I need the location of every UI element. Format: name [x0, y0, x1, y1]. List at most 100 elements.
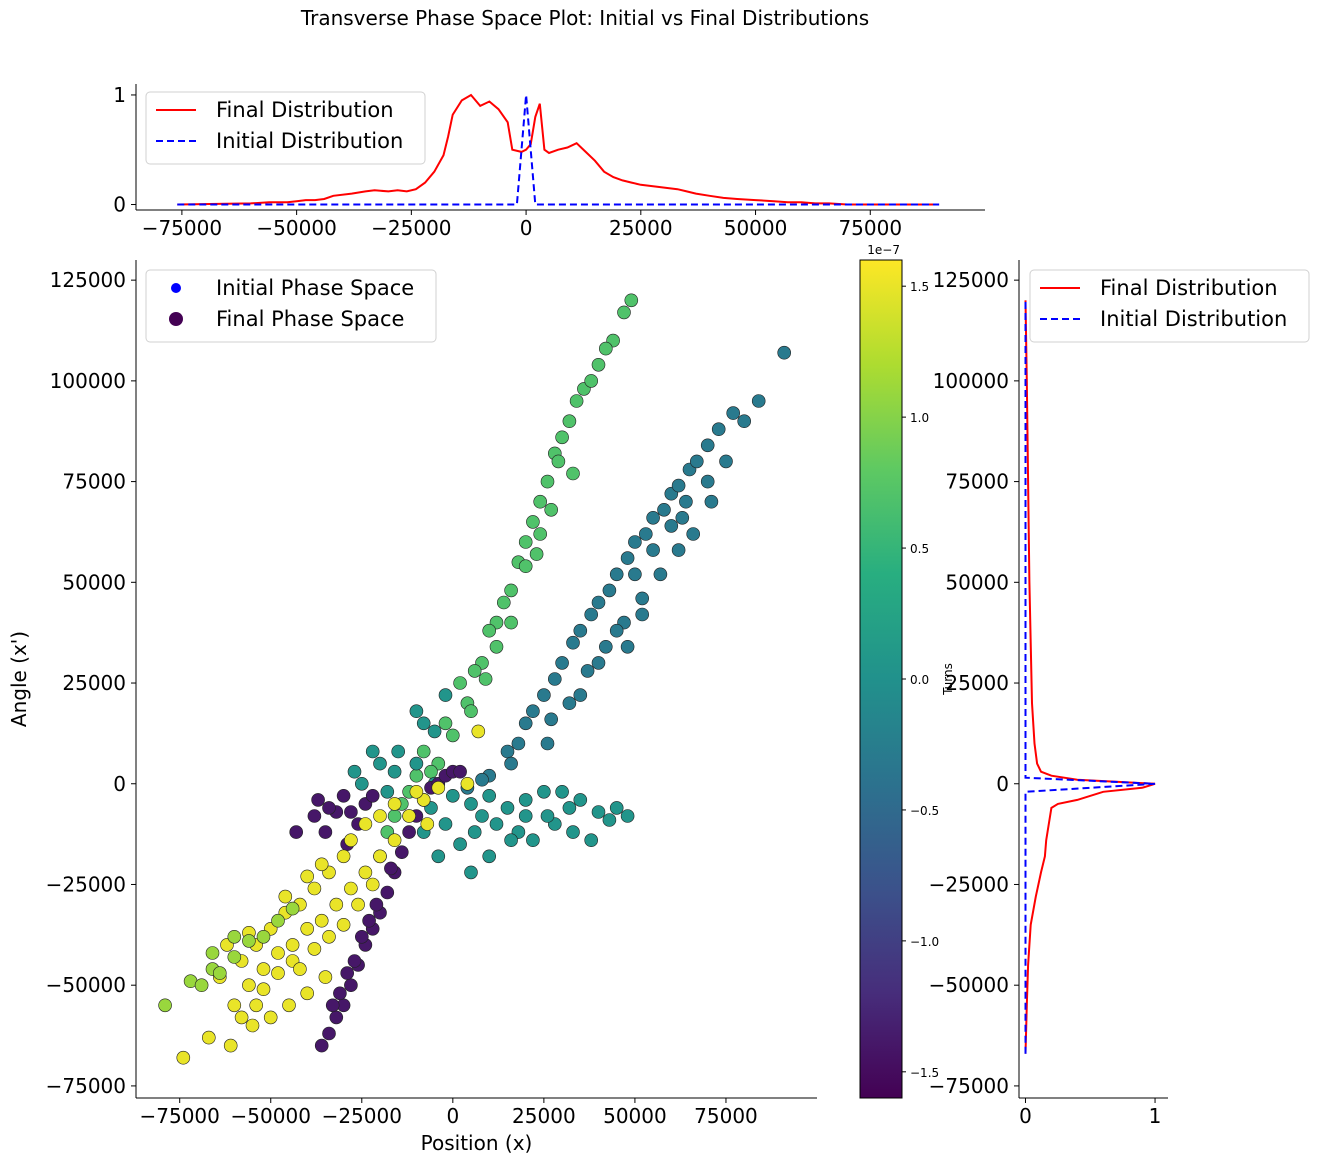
scatter-point	[504, 583, 518, 598]
scatter-point	[609, 801, 624, 815]
top-legend: Final Distribution Initial Distribution	[145, 91, 426, 165]
top-axes: −75000 −50000 −25000 0 25000 50000 75000 0 1	[113, 83, 985, 240]
scatter-point	[562, 414, 577, 429]
scatter-point	[526, 833, 540, 848]
top-x-tick-label: 50000	[724, 216, 788, 240]
scatter-point	[537, 688, 551, 702]
scatter-point	[464, 797, 478, 811]
main-y-tick-label: 50000	[62, 570, 126, 594]
scatter-point	[686, 527, 701, 541]
colorbar-tick-label: −1.0	[910, 935, 939, 949]
scatter-point	[354, 929, 369, 944]
scatter-point	[336, 917, 351, 932]
scatter-point	[533, 527, 548, 541]
scatter-point	[387, 764, 402, 779]
scatter-point	[562, 801, 577, 815]
scatter-point	[464, 704, 478, 719]
scatter-point	[646, 543, 660, 557]
scatter-point	[602, 813, 617, 827]
scatter-point	[689, 454, 704, 469]
scatter-point	[478, 672, 493, 686]
scatter-point	[526, 704, 540, 719]
scatter-point	[431, 780, 446, 795]
scatter-point	[263, 1010, 278, 1025]
scatter-point	[227, 998, 242, 1013]
scatter-point	[347, 954, 362, 968]
main-legend-marker	[171, 283, 181, 293]
main-y-tick-label: 75000	[62, 470, 126, 494]
scatter-point	[242, 978, 256, 993]
scatter-point	[500, 801, 515, 815]
colorbar-axes: −1.5 −1.0 −0.5 0.0 0.5 1.0 1.5 1e−7 Turns	[859, 243, 955, 1099]
scatter-point	[573, 623, 588, 638]
scatter-point	[624, 293, 639, 308]
scatter-point	[445, 728, 460, 743]
scatter-point	[354, 776, 369, 791]
scatter-point	[602, 583, 617, 598]
scatter-point	[271, 913, 285, 928]
scatter-point	[751, 394, 766, 408]
scatter-point	[416, 716, 431, 731]
scatter-point	[369, 897, 384, 912]
scatter-point	[344, 881, 358, 896]
scatter-point	[438, 817, 453, 831]
scatter-point	[555, 656, 569, 670]
scatter-point	[777, 345, 792, 360]
scatter-point	[467, 825, 482, 839]
main-x-tick-label: 50000	[603, 1104, 667, 1128]
top-x-tick-label: −75000	[142, 216, 222, 240]
scatter-point	[704, 494, 719, 509]
scatter-point	[362, 913, 376, 928]
scatter-point	[384, 861, 398, 876]
scatter-point	[223, 1038, 238, 1053]
main-x-axis-label: Position (x)	[421, 1131, 533, 1155]
scatter-point	[318, 825, 333, 839]
scatter-point	[325, 998, 340, 1013]
scatter-point	[573, 793, 588, 807]
scatter-point	[300, 869, 315, 884]
scatter-point	[551, 454, 566, 469]
scatter-point	[336, 788, 351, 803]
scatter-point	[213, 966, 227, 980]
scatter-point	[380, 784, 395, 799]
scatter-point	[307, 942, 322, 956]
scatter-point	[420, 817, 435, 831]
scatter-point	[314, 913, 329, 928]
scatter-point	[351, 897, 365, 912]
scatter-point	[638, 527, 653, 541]
right-axes: 0 1 −75000 −50000 −25000 0 25000 50000 75000 1000…	[929, 260, 1168, 1128]
scatter-point	[445, 788, 460, 803]
scatter-point	[391, 744, 406, 759]
scatter-point	[620, 551, 635, 565]
scatter-point	[657, 502, 671, 517]
scatter-point	[438, 688, 453, 702]
scatter-point	[609, 623, 624, 638]
scatter-points	[158, 293, 792, 1065]
right-x-tick-label: 1	[1149, 1104, 1162, 1128]
scatter-point	[318, 970, 333, 984]
top-legend-label: Final Distribution	[216, 98, 394, 122]
scatter-point	[544, 502, 559, 517]
scatter-point	[289, 825, 304, 839]
scatter-point	[373, 849, 387, 864]
scatter-point	[409, 784, 424, 799]
right-series-final	[1024, 300, 1156, 1054]
scatter-point	[307, 809, 322, 823]
scatter-point	[620, 639, 635, 654]
scatter-point	[344, 833, 358, 848]
scatter-point	[380, 885, 395, 900]
scatter-point	[737, 414, 752, 429]
scatter-point	[598, 341, 613, 356]
scatter-point	[205, 946, 220, 960]
scatter-point	[358, 817, 373, 831]
scatter-point	[256, 929, 271, 944]
top-x-tick-label: −50000	[256, 216, 336, 240]
scatter-point	[347, 764, 362, 779]
scatter-point	[314, 1038, 329, 1053]
scatter-point	[344, 978, 358, 993]
right-y-tick-label: −50000	[929, 973, 1009, 997]
right-legend-box	[1029, 269, 1310, 343]
scatter-point	[504, 615, 518, 630]
scatter-point	[540, 736, 555, 751]
scatter-point	[569, 394, 584, 408]
